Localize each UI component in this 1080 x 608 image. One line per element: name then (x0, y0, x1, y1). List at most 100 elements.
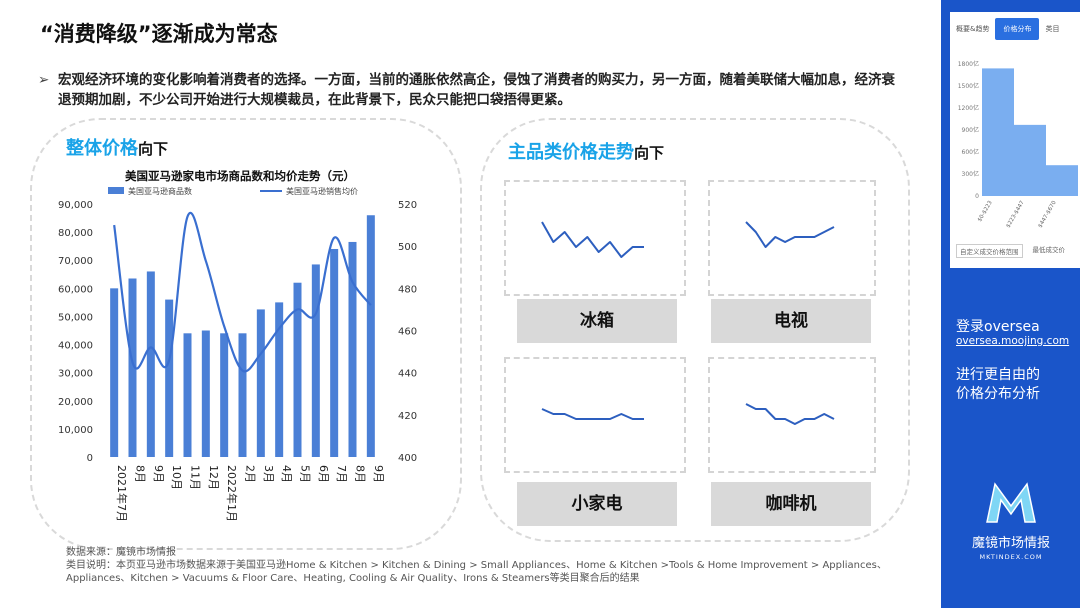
footer-source: 数据来源：魔镜市场情报 (66, 547, 176, 558)
bar (128, 278, 137, 457)
footer-category-note: 类目说明：本页亚马逊市场数据来源于美国亚马逊Home & Kitchen > K… (66, 560, 887, 584)
side-x-tick: $223-$447 (1006, 200, 1026, 229)
x-tick-label: 9月 (372, 465, 385, 483)
brand-name: 魔镜市场情报 (971, 536, 1050, 551)
legend-label-line: 美国亚马逊销售均价 (286, 186, 358, 196)
cta-line-1: 进行更自由的 (956, 367, 1040, 383)
side-y-tick: 900亿 (962, 126, 979, 134)
promo-sidebar: 概要&趋势 价格分布 类目 1800亿 1500亿 1200亿 900亿 600亿 300… (941, 0, 1080, 608)
y-tick-label: 60,000 (58, 284, 93, 295)
x-tick-label: 8月 (134, 465, 147, 483)
sparkline (541, 221, 644, 258)
side-histogram: 1800亿 1500亿 1200亿 900亿 600亿 300亿 0$0-$223 $223-… (958, 60, 1078, 229)
side-y-tick: 0 (975, 193, 979, 200)
y-tick-label: 30,000 (58, 369, 93, 380)
intro-paragraph: ➢ 宏观经济环境的变化影响着消费者的选择。一方面，当前的通胀依然高企，侵蚀了消费… (38, 70, 898, 110)
y-tick-label: 0 (87, 453, 93, 464)
price-line (113, 212, 372, 373)
y2-tick-label: 420 (398, 411, 417, 422)
screenshot-tabs: 概要&趋势 价格分布 类目 (950, 12, 1080, 46)
side-y-tick: 1200亿 (958, 104, 979, 112)
y2-tick-label: 480 (398, 284, 417, 295)
side-x-tick: $447-$670 (1038, 200, 1058, 229)
mini-chart-coffee-machine (708, 357, 876, 473)
bar (110, 288, 119, 457)
sparkline (541, 408, 644, 420)
category-price-direction: 向下 (634, 144, 665, 162)
side-bar (1014, 124, 1046, 196)
x-tick-label: 4月 (280, 465, 293, 483)
intro-text: 宏观经济环境的变化影响着消费者的选择。一方面，当前的通胀依然高企，侵蚀了消费者的… (58, 72, 895, 108)
price-range-select[interactable]: 自定义成交价格范围 (956, 244, 1023, 258)
bar (220, 333, 229, 457)
y-tick-label: 20,000 (58, 397, 93, 408)
x-tick-label: 2月 (244, 465, 257, 483)
side-y-tick: 600亿 (962, 148, 979, 156)
m-logo-icon (986, 482, 1036, 523)
main-combo-chart: 美国亚马逊家电市场商品数和均价走势（元） 美国亚马逊商品数 美国亚马逊销售均价 90,… (58, 169, 417, 522)
tab-price-distribution[interactable]: 价格分布 (995, 18, 1040, 40)
x-tick-label: 11月 (189, 465, 202, 490)
mini-label-small-appliance: 小家电 (517, 482, 677, 526)
legend-swatch-bars (108, 187, 124, 194)
side-x-tick: $0-$223 (977, 200, 994, 223)
mini-label-fridge: 冰箱 (517, 299, 677, 343)
bar (165, 299, 174, 457)
min-price-label: 最低成交价 (1032, 246, 1066, 254)
y2-tick-label: 520 (398, 200, 417, 211)
brand-logo: 魔镜市场情报 MKTINDEX.COM (955, 478, 1067, 561)
bar (293, 282, 302, 457)
x-tick-label: 5月 (299, 465, 312, 483)
tab-overview[interactable]: 概要&趋势 (956, 25, 990, 33)
tab-category[interactable]: 类目 (1045, 25, 1060, 33)
x-tick-label: 8月 (354, 465, 367, 483)
bar (238, 333, 247, 457)
screenshot-controls: 自定义成交价格范围 最低成交价 (956, 244, 1065, 258)
mini-label-tv: 电视 (711, 299, 871, 343)
login-text: 登录oversea (956, 319, 1040, 335)
side-bar (982, 68, 1014, 196)
bar (330, 248, 339, 457)
legend-label-bars: 美国亚马逊商品数 (128, 186, 192, 196)
bar (275, 302, 284, 457)
overall-price-direction: 向下 (138, 140, 169, 158)
category-price-panel (480, 118, 910, 542)
overall-price-title: 整体价格 (66, 138, 138, 159)
y2-tick-label: 500 (398, 242, 417, 253)
cta-text: 进行更自由的 价格分布分析 (956, 366, 1040, 404)
oversea-link[interactable]: oversea.moojing.com (956, 335, 1070, 347)
x-tick-label: 12月 (207, 465, 220, 490)
overall-price-panel (30, 118, 462, 550)
bar (201, 330, 210, 457)
mini-label-coffee-machine: 咖啡机 (711, 482, 871, 526)
mini-chart-fridge (504, 180, 686, 296)
x-tick-label: 2022年1月 (225, 465, 239, 522)
y2-tick-label: 460 (398, 327, 417, 338)
cta-line-2: 价格分布分析 (956, 386, 1040, 402)
x-tick-label: 10月 (170, 465, 183, 490)
category-price-title: 主品类价格走势 (508, 142, 634, 163)
y-tick-label: 80,000 (58, 228, 93, 239)
y-tick-label: 40,000 (58, 341, 93, 352)
y2-tick-label: 440 (398, 369, 417, 380)
x-tick-label: 2021年7月 (115, 465, 129, 522)
side-y-tick: 1500亿 (958, 82, 979, 90)
price-distribution-screenshot: 概要&趋势 价格分布 类目 1800亿 1500亿 1200亿 900亿 600亿 300… (950, 12, 1080, 268)
bar (256, 309, 265, 457)
y-tick-label: 90,000 (58, 200, 93, 211)
bullet-arrow-icon: ➢ (38, 72, 50, 88)
mini-chart-tv (708, 180, 876, 296)
x-tick-label: 7月 (335, 465, 348, 483)
overall-price-heading: 整体价格向下 (66, 134, 168, 160)
bar (311, 264, 320, 457)
sparkline (745, 221, 835, 248)
y2-tick-label: 400 (398, 453, 417, 464)
mini-chart-small-appliance (504, 357, 686, 473)
bar (183, 333, 192, 457)
side-bar (1046, 165, 1078, 196)
bar (146, 271, 155, 457)
side-y-tick: 1800亿 (958, 60, 979, 68)
y-tick-label: 50,000 (58, 312, 93, 323)
side-y-tick: 300亿 (962, 170, 979, 178)
bar (366, 215, 375, 457)
